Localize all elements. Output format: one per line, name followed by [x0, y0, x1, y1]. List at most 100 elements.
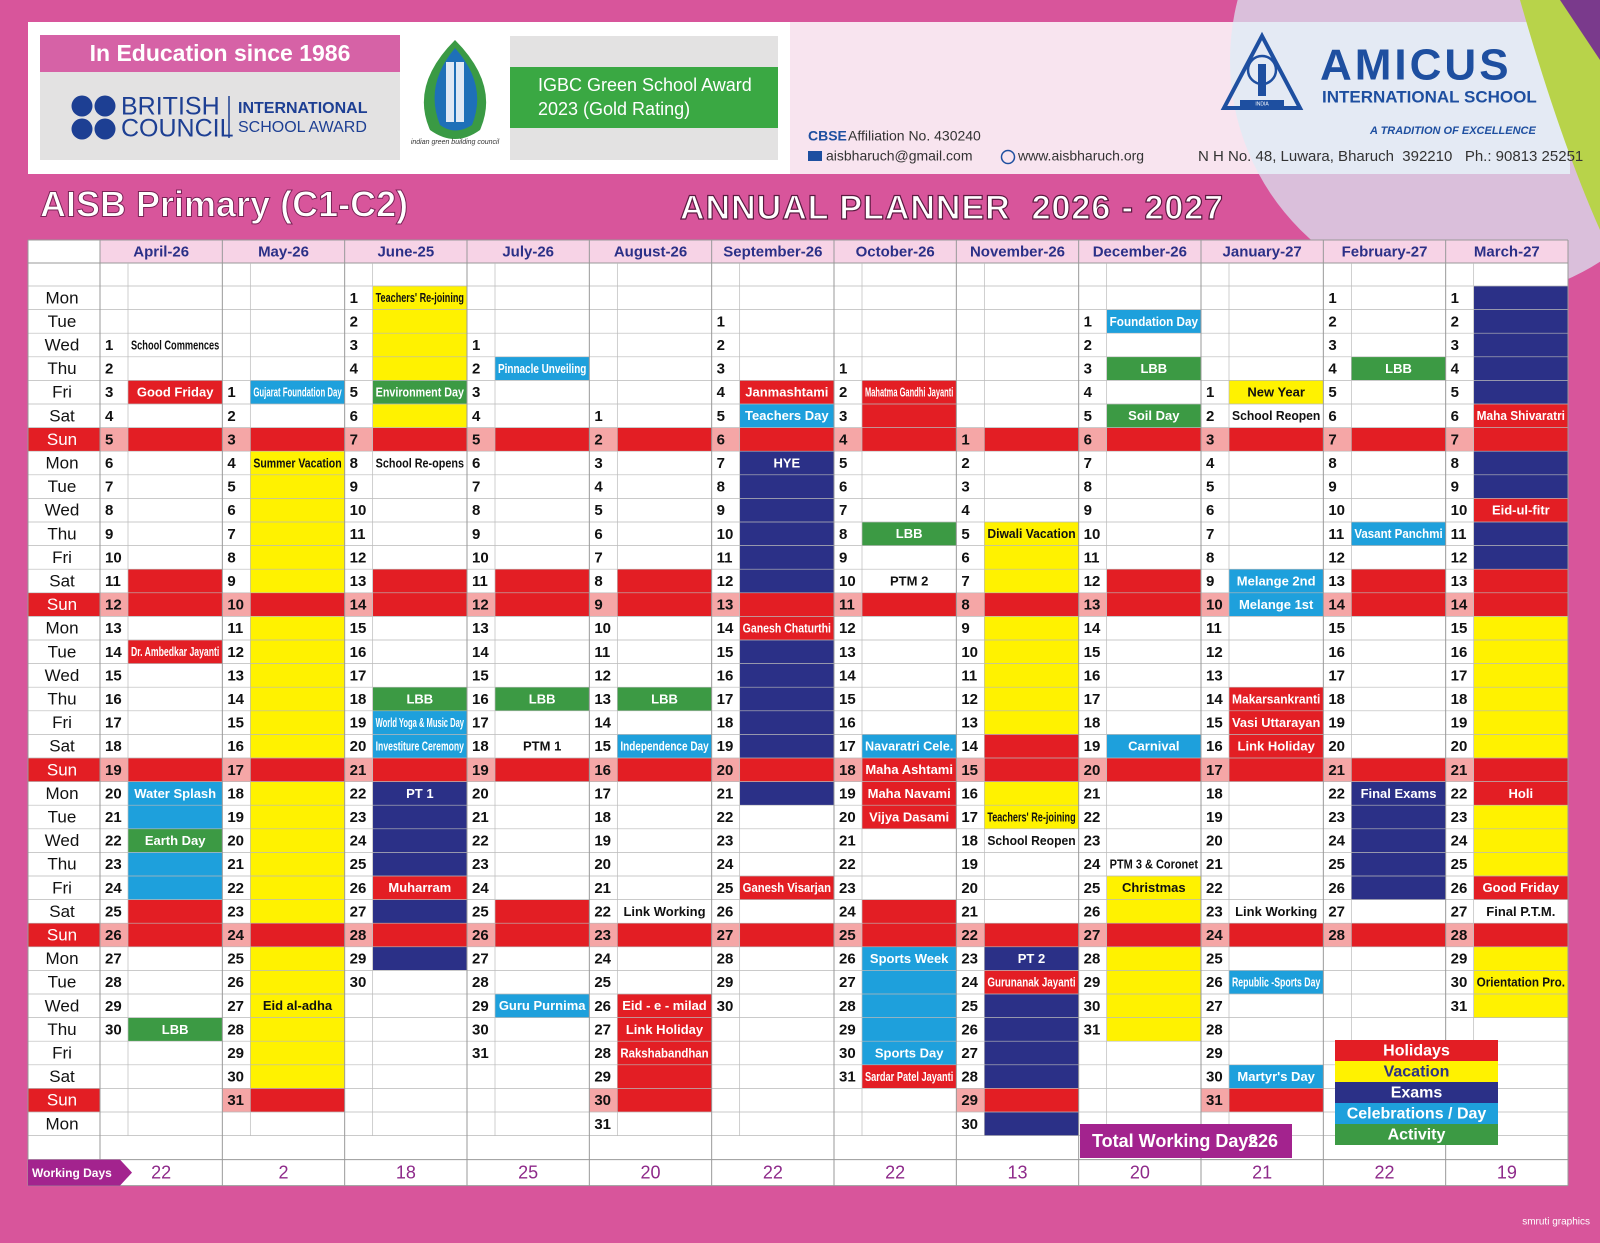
- date: 6: [1206, 502, 1214, 519]
- event-cell: [1473, 970, 1568, 994]
- date: 9: [472, 526, 480, 543]
- date: 10: [472, 549, 489, 566]
- date: 14: [1451, 597, 1468, 614]
- date: 8: [961, 597, 969, 614]
- date: 29: [350, 951, 367, 968]
- event-cell: [984, 1064, 1079, 1089]
- event-cell: [862, 404, 957, 428]
- date-cell-sunday: [222, 427, 251, 452]
- event-cell: [862, 734, 957, 758]
- event: PTM 3 & Coronet: [1110, 857, 1199, 872]
- weekday: Fri: [52, 713, 72, 732]
- mail-icon: [808, 151, 822, 161]
- date: 3: [717, 361, 725, 378]
- date: 17: [717, 691, 734, 708]
- event-cell: [250, 1017, 345, 1042]
- event-cell: [1106, 994, 1201, 1018]
- date: 4: [227, 455, 236, 472]
- date: 28: [1451, 927, 1468, 944]
- event: PT 1: [406, 786, 433, 801]
- legend-label: Vacation: [1384, 1064, 1450, 1081]
- date: 15: [1328, 620, 1345, 637]
- event-cell: [862, 380, 957, 404]
- date: 25: [227, 951, 244, 968]
- weekday: Thu: [47, 855, 76, 874]
- date: 17: [350, 667, 367, 684]
- month-header: April-26: [133, 243, 189, 260]
- weekday-highlight: [28, 758, 100, 782]
- weekday: Thu: [47, 689, 76, 708]
- date: 25: [350, 856, 367, 873]
- event-cell: [984, 687, 1079, 711]
- igbc-logo: [423, 40, 487, 139]
- date: 12: [227, 644, 244, 661]
- event-cell: [1473, 923, 1568, 947]
- date: 10: [961, 644, 978, 661]
- month-header: December-26: [1093, 243, 1187, 260]
- date: 24: [839, 903, 856, 920]
- event-cell: [862, 946, 957, 971]
- date: 23: [1451, 809, 1468, 826]
- date: 14: [1328, 597, 1345, 614]
- date: 15: [227, 715, 244, 732]
- date: 21: [1451, 762, 1468, 779]
- date: 7: [472, 479, 480, 496]
- event-cell: [617, 1017, 712, 1042]
- event-cell: [984, 734, 1079, 758]
- event-cell: [372, 356, 467, 381]
- event-cell: [250, 781, 345, 806]
- legend-label: Exams: [1391, 1085, 1443, 1102]
- event: Janmashtami: [745, 385, 828, 400]
- date: 9: [594, 597, 602, 614]
- weekday: Wed: [45, 996, 80, 1015]
- event-cell: [250, 1064, 345, 1089]
- working-days-value: 22: [1374, 1162, 1394, 1182]
- event-cell: [1473, 710, 1568, 735]
- event-cell: [372, 758, 467, 782]
- event-cell: [1229, 710, 1324, 735]
- date: 30: [350, 974, 367, 991]
- working-days-value: 2: [278, 1162, 288, 1182]
- page-title: AISB Primary (C1-C2): [40, 184, 408, 225]
- date: 15: [105, 667, 122, 684]
- date: 29: [1206, 1045, 1223, 1062]
- date: 12: [1451, 549, 1468, 566]
- event: Navaratri Cele.: [865, 739, 953, 754]
- date: 30: [1084, 998, 1101, 1015]
- event-cell: [862, 427, 957, 452]
- date-cell-sunday: [1201, 758, 1229, 782]
- event-cell: [495, 923, 590, 947]
- event-cell: [1229, 569, 1324, 593]
- event-cell: [984, 1041, 1079, 1065]
- event-cell: [984, 522, 1079, 546]
- date: 16: [839, 715, 856, 732]
- date: 8: [839, 526, 847, 543]
- event-cell: [1473, 333, 1568, 357]
- date: 26: [105, 927, 122, 944]
- event-cell: [862, 592, 957, 617]
- event-cell: [984, 805, 1079, 829]
- event-cell: [1229, 427, 1324, 452]
- month-header-bg: [100, 240, 223, 263]
- event-cell: [1351, 569, 1446, 593]
- date: 16: [350, 644, 367, 661]
- date: 6: [1084, 431, 1092, 448]
- working-days-value: 20: [1130, 1162, 1150, 1182]
- date: 29: [961, 1092, 978, 1109]
- date: 5: [1084, 408, 1092, 425]
- date: 14: [717, 620, 734, 637]
- date-cell-sunday: [589, 1088, 618, 1112]
- date: 25: [1451, 856, 1468, 873]
- event-cell: [1106, 946, 1201, 971]
- date: 3: [1451, 337, 1459, 354]
- date: 15: [839, 691, 856, 708]
- date: 22: [961, 927, 978, 944]
- event-cell: [1106, 404, 1201, 428]
- date-cell-sunday: [1445, 923, 1474, 947]
- event-cell: [984, 592, 1079, 617]
- date-cell-sunday: [834, 592, 862, 617]
- date: 21: [1328, 762, 1345, 779]
- event-cell: [862, 1017, 957, 1042]
- date: 21: [717, 785, 734, 802]
- date: 28: [1206, 1021, 1223, 1038]
